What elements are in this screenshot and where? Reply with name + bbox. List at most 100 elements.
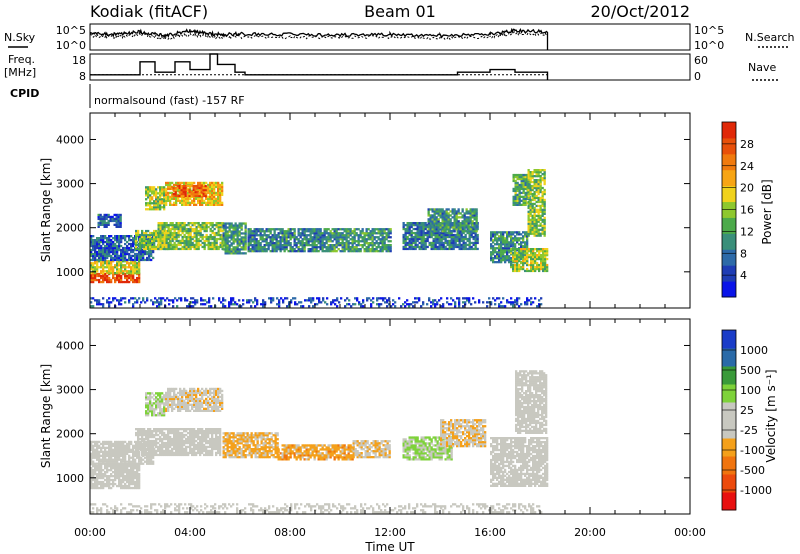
power-cell: [248, 299, 251, 302]
power-cell: [134, 256, 137, 260]
power-cell: [447, 212, 450, 215]
power-cell: [527, 222, 530, 225]
power-cell: [155, 204, 158, 207]
power-cell: [98, 246, 101, 250]
power-cell: [348, 299, 351, 302]
power-cell: [175, 224, 178, 227]
power-cell: [327, 238, 330, 241]
power-cell: [329, 240, 332, 243]
power-cell: [520, 173, 523, 177]
power-cell: [518, 243, 521, 246]
power-cell: [103, 219, 106, 223]
power-cell: [117, 223, 120, 226]
power-cell: [502, 251, 505, 254]
power-cell: [418, 224, 421, 227]
power-cell: [118, 278, 121, 282]
power-cell: [343, 238, 346, 241]
power-cell: [535, 194, 538, 198]
power-cell: [336, 297, 339, 300]
velocity-cell: [124, 458, 127, 461]
power-cell: [289, 250, 292, 253]
power-cell: [490, 235, 493, 238]
velocity-cell: [116, 484, 119, 488]
power-cell: [215, 222, 218, 225]
power-cell: [494, 237, 497, 240]
power-cell: [526, 261, 529, 265]
power-cell: [167, 235, 170, 239]
power-cell: [108, 248, 111, 252]
power-cell: [458, 231, 461, 235]
power-cell: [149, 235, 152, 239]
power-cell: [321, 240, 324, 243]
velocity-cell: [134, 486, 137, 490]
power-cell: [512, 301, 515, 304]
power-cell: [371, 234, 374, 237]
power-cell: [347, 228, 350, 231]
power-cell: [126, 280, 129, 284]
power-cell: [277, 248, 280, 251]
power-cell: [90, 301, 93, 304]
power-cell: [329, 230, 332, 233]
power-cell: [142, 254, 145, 258]
velocity-cell: [110, 486, 113, 490]
power-cell: [178, 184, 181, 188]
power-cell: [261, 230, 264, 233]
power-cell: [452, 299, 455, 302]
power-cell: [195, 239, 198, 243]
power-cell: [115, 217, 118, 221]
power-cell: [494, 303, 497, 306]
power-cell: [147, 188, 150, 191]
power-cell: [533, 214, 536, 217]
power-cell: [490, 237, 493, 240]
power-cell: [116, 244, 119, 248]
power-cell: [163, 188, 166, 191]
velocity-cell: [98, 473, 101, 476]
velocity-cell: [98, 467, 101, 470]
power-cell: [197, 199, 200, 202]
power-cell: [343, 250, 346, 253]
power-cell: [347, 250, 350, 253]
power-cell: [438, 231, 441, 235]
power-cell: [463, 214, 466, 217]
power-cell: [542, 254, 545, 257]
power-cell: [444, 241, 447, 245]
power-cell: [157, 227, 160, 231]
power-cell: [122, 252, 125, 256]
power-cell: [171, 235, 174, 239]
power-cell: [190, 301, 193, 304]
power-cell: [543, 218, 546, 221]
power-cell: [130, 244, 133, 248]
power-cell: [460, 243, 463, 247]
power-cell: [194, 299, 197, 302]
power-cell: [500, 243, 503, 246]
power-cell: [512, 267, 515, 271]
power-cell: [207, 247, 210, 251]
power-cell: [531, 222, 534, 225]
power-cell: [429, 208, 432, 211]
power-cell: [104, 262, 107, 265]
power-cell: [279, 240, 282, 243]
power-cell: [540, 250, 543, 253]
power-cell: [122, 254, 125, 258]
power-cell: [167, 197, 170, 200]
power-cell: [360, 305, 363, 308]
power-cell: [543, 202, 546, 206]
power-cell: [140, 252, 143, 256]
velocity-cell: [98, 458, 101, 461]
power-cell: [365, 248, 368, 251]
power-cell: [498, 237, 501, 240]
power-cell: [315, 230, 318, 233]
power-cell: [193, 203, 196, 206]
power-cell: [512, 269, 515, 273]
power-cell: [335, 250, 338, 253]
velocity-cell: [108, 452, 111, 455]
power-cell: [279, 250, 282, 253]
power-cell: [228, 250, 231, 253]
power-cell: [474, 233, 477, 237]
power-cell: [256, 299, 259, 302]
power-cell: [506, 249, 509, 252]
power-cell: [410, 245, 413, 249]
power-cell: [238, 252, 241, 255]
power-cell: [537, 212, 540, 215]
power-cell: [539, 188, 542, 192]
